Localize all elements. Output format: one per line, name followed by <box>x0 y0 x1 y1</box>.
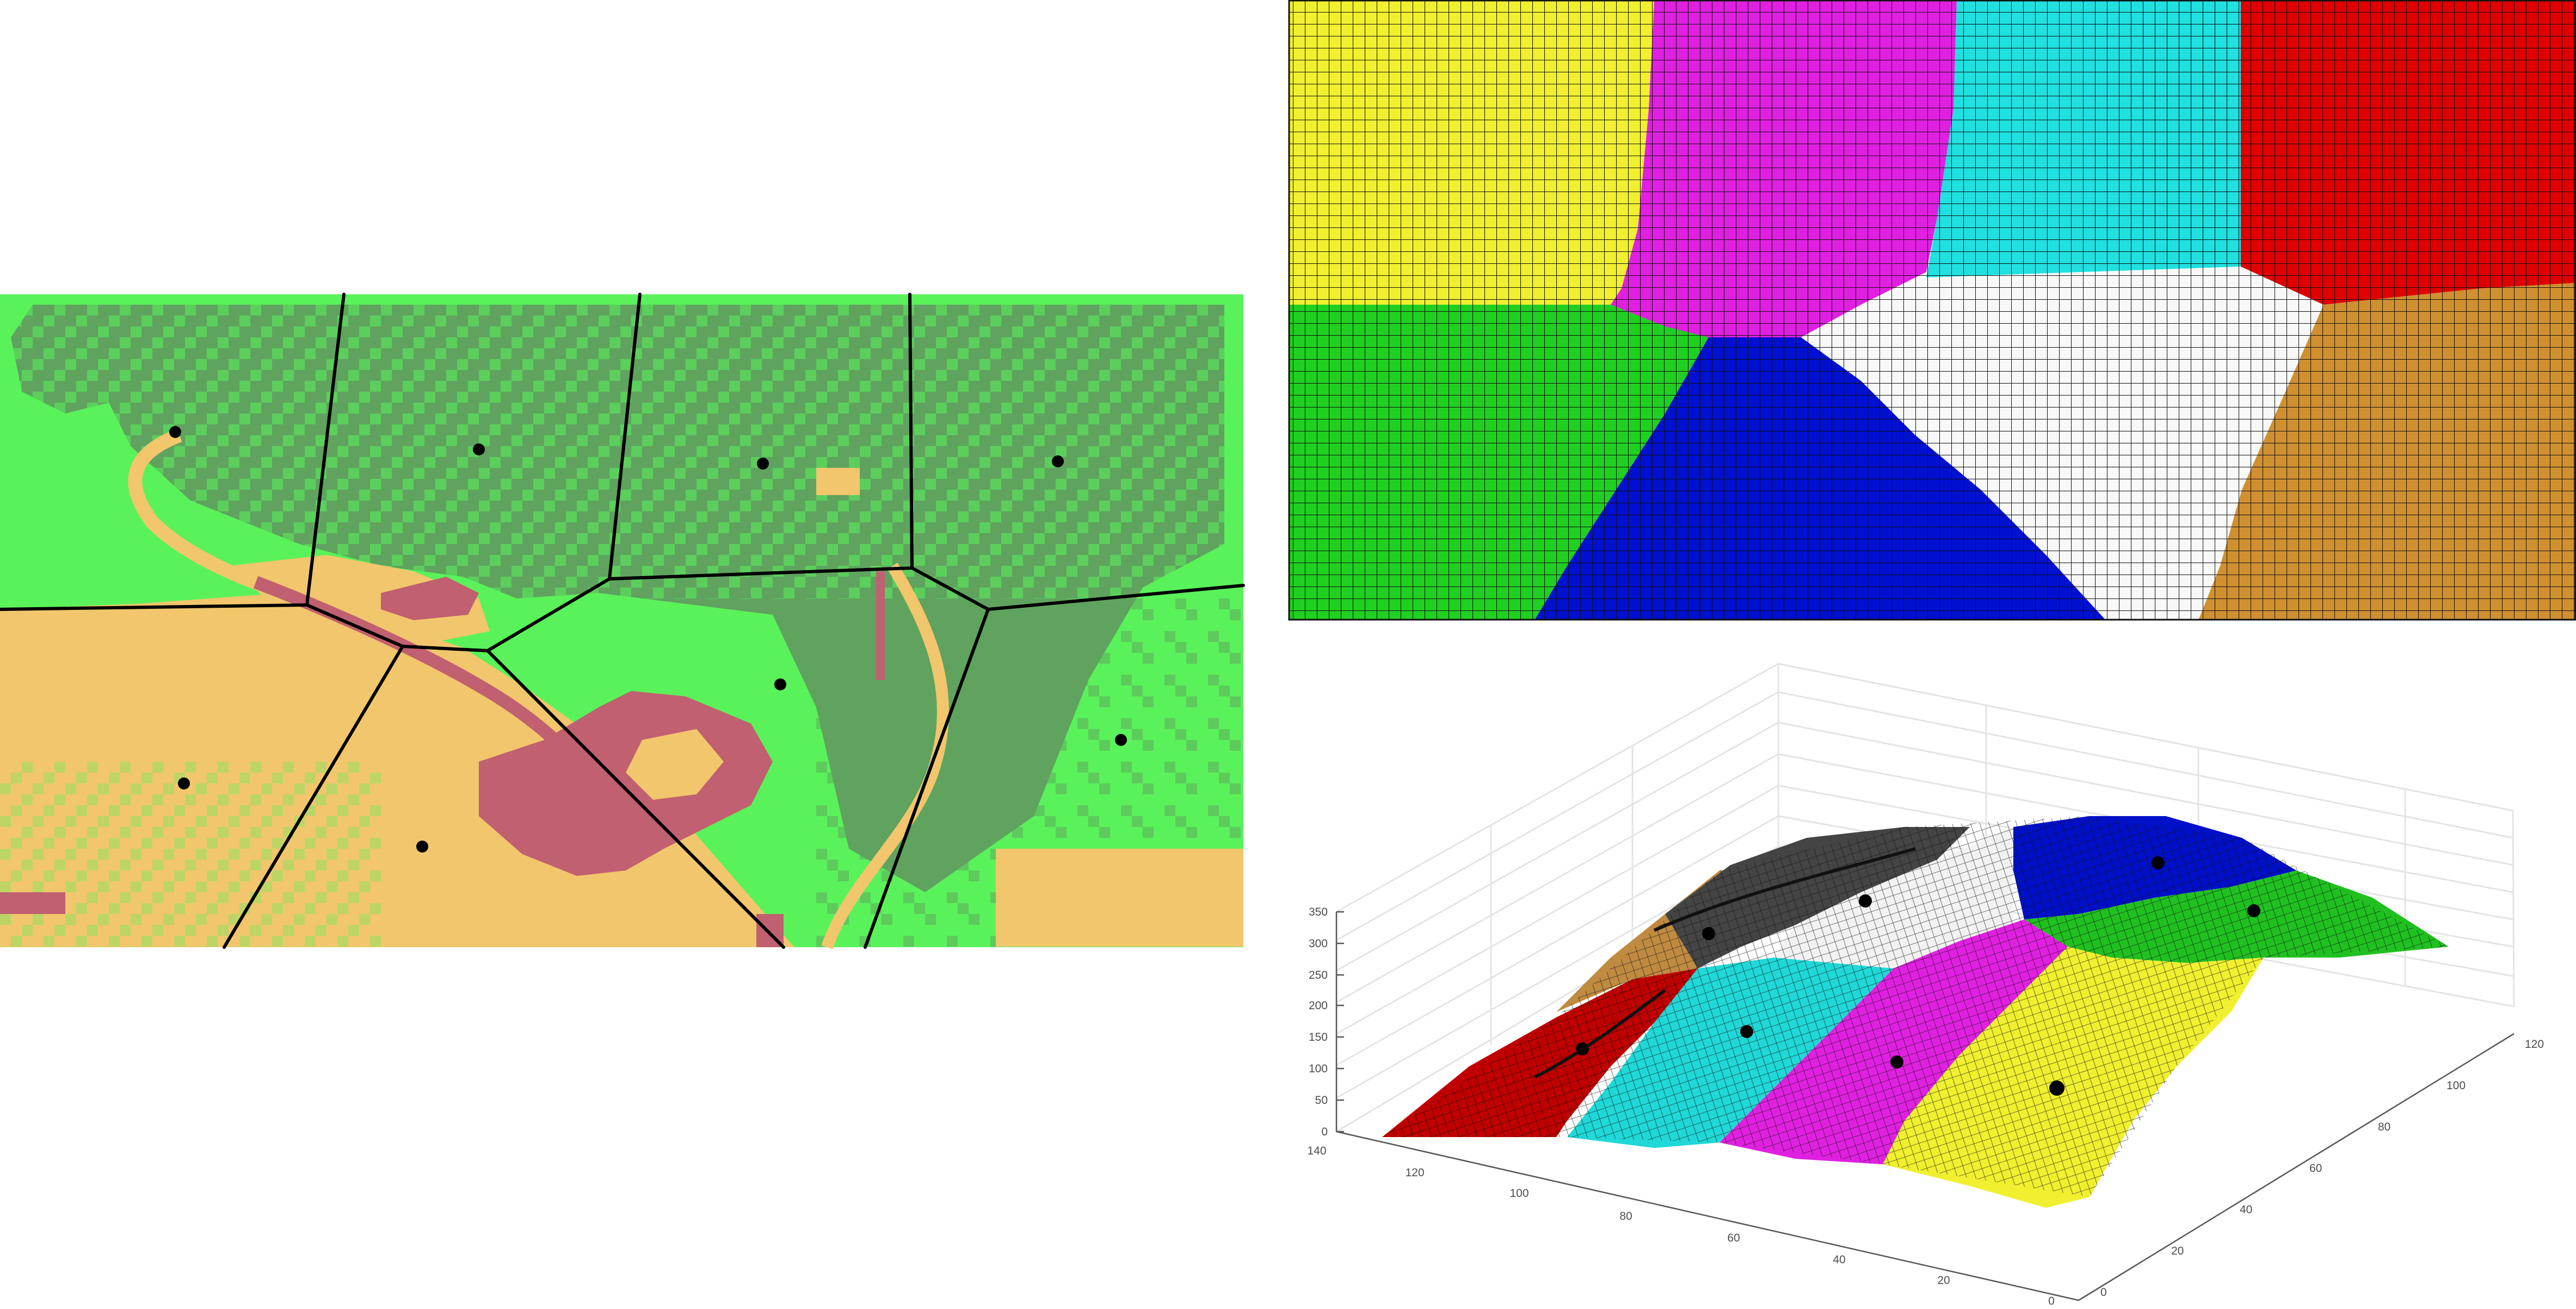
mauve-inner-sand <box>626 729 724 800</box>
surface-site-point <box>2049 1080 2065 1096</box>
site-point <box>169 426 181 438</box>
x-axis: 140 120 100 80 60 40 20 0 <box>1307 1131 2079 1307</box>
y-tick-label: 100 <box>2446 1079 2466 1092</box>
x-tick-label: 80 <box>1619 1210 1632 1222</box>
plot-box-grid <box>1335 663 2515 1133</box>
site-point <box>178 777 190 789</box>
x-tick-label: 140 <box>1307 1145 1326 1157</box>
voronoi-edges <box>0 293 1245 949</box>
y-tick-label: 20 <box>2171 1245 2184 1257</box>
surface-site-point <box>1702 927 1715 940</box>
site-point <box>1115 734 1127 746</box>
mauve-patch-top <box>381 577 479 620</box>
mauve-bottom-left <box>0 892 65 914</box>
surface-site-point <box>1740 1025 1753 1038</box>
green-noise-top <box>0 294 1243 599</box>
z-tick-label: 300 <box>1309 937 1328 950</box>
x-tick-label: 40 <box>1833 1254 1845 1266</box>
y-tick-label: 80 <box>2378 1121 2390 1133</box>
region-gridlines <box>1289 0 2576 620</box>
mauve-right-stream <box>876 571 885 680</box>
surface-site-point <box>1859 894 1872 907</box>
surface-site-point <box>1890 1055 1903 1069</box>
site-point <box>1052 455 1064 467</box>
surface-plot: 0 50 100 150 200 250 300 350 140 120 100… <box>1307 663 2544 1307</box>
mauve-river <box>253 576 571 756</box>
site-point <box>757 458 769 470</box>
x-tick-label: 100 <box>1509 1187 1529 1200</box>
surface-sites <box>1576 856 2260 1096</box>
x-tick-label: 60 <box>1727 1232 1740 1244</box>
y-axis: 0 20 40 60 80 100 120 <box>2078 1033 2544 1301</box>
site-point <box>416 841 428 853</box>
surface-site-point <box>2247 904 2260 917</box>
sand-patch-upper <box>229 555 490 642</box>
surface-mesh <box>1382 816 2449 1197</box>
y-tick-label: 120 <box>2525 1038 2544 1051</box>
z-tick-label: 350 <box>1309 906 1328 918</box>
sand-river <box>128 428 307 606</box>
voronoi-sites <box>169 426 1127 853</box>
z-tick-label: 200 <box>1309 999 1328 1012</box>
region-border <box>1288 0 2576 621</box>
z-tick-label: 50 <box>1315 1094 1328 1107</box>
x-tick-label: 0 <box>2048 1295 2055 1307</box>
x-tick-label: 120 <box>1405 1166 1424 1179</box>
y-tick-label: 0 <box>2100 1286 2107 1299</box>
land-cover-map <box>0 293 1245 949</box>
sand-river-right <box>821 563 949 949</box>
surface-ridge <box>1533 847 1916 1079</box>
sand-noise <box>0 762 381 947</box>
sand-strip-right <box>996 849 1243 947</box>
z-tick-label: 100 <box>1309 1063 1328 1075</box>
site-point <box>774 678 786 690</box>
z-axis: 0 50 100 150 200 250 300 350 <box>1309 906 1344 1138</box>
z-tick-label: 250 <box>1309 969 1328 981</box>
y-tick-label: 40 <box>2240 1203 2252 1216</box>
y-tick-label: 60 <box>2309 1162 2322 1175</box>
sand-spot <box>816 468 860 495</box>
surface-site-point <box>1576 1042 1589 1055</box>
surface-site-point <box>2152 856 2165 869</box>
region-partition-map <box>1288 0 2576 621</box>
x-tick-label: 20 <box>1937 1274 1950 1287</box>
z-tick-label: 150 <box>1309 1031 1328 1044</box>
site-point <box>473 443 485 455</box>
z-tick-label: 0 <box>1321 1126 1328 1138</box>
